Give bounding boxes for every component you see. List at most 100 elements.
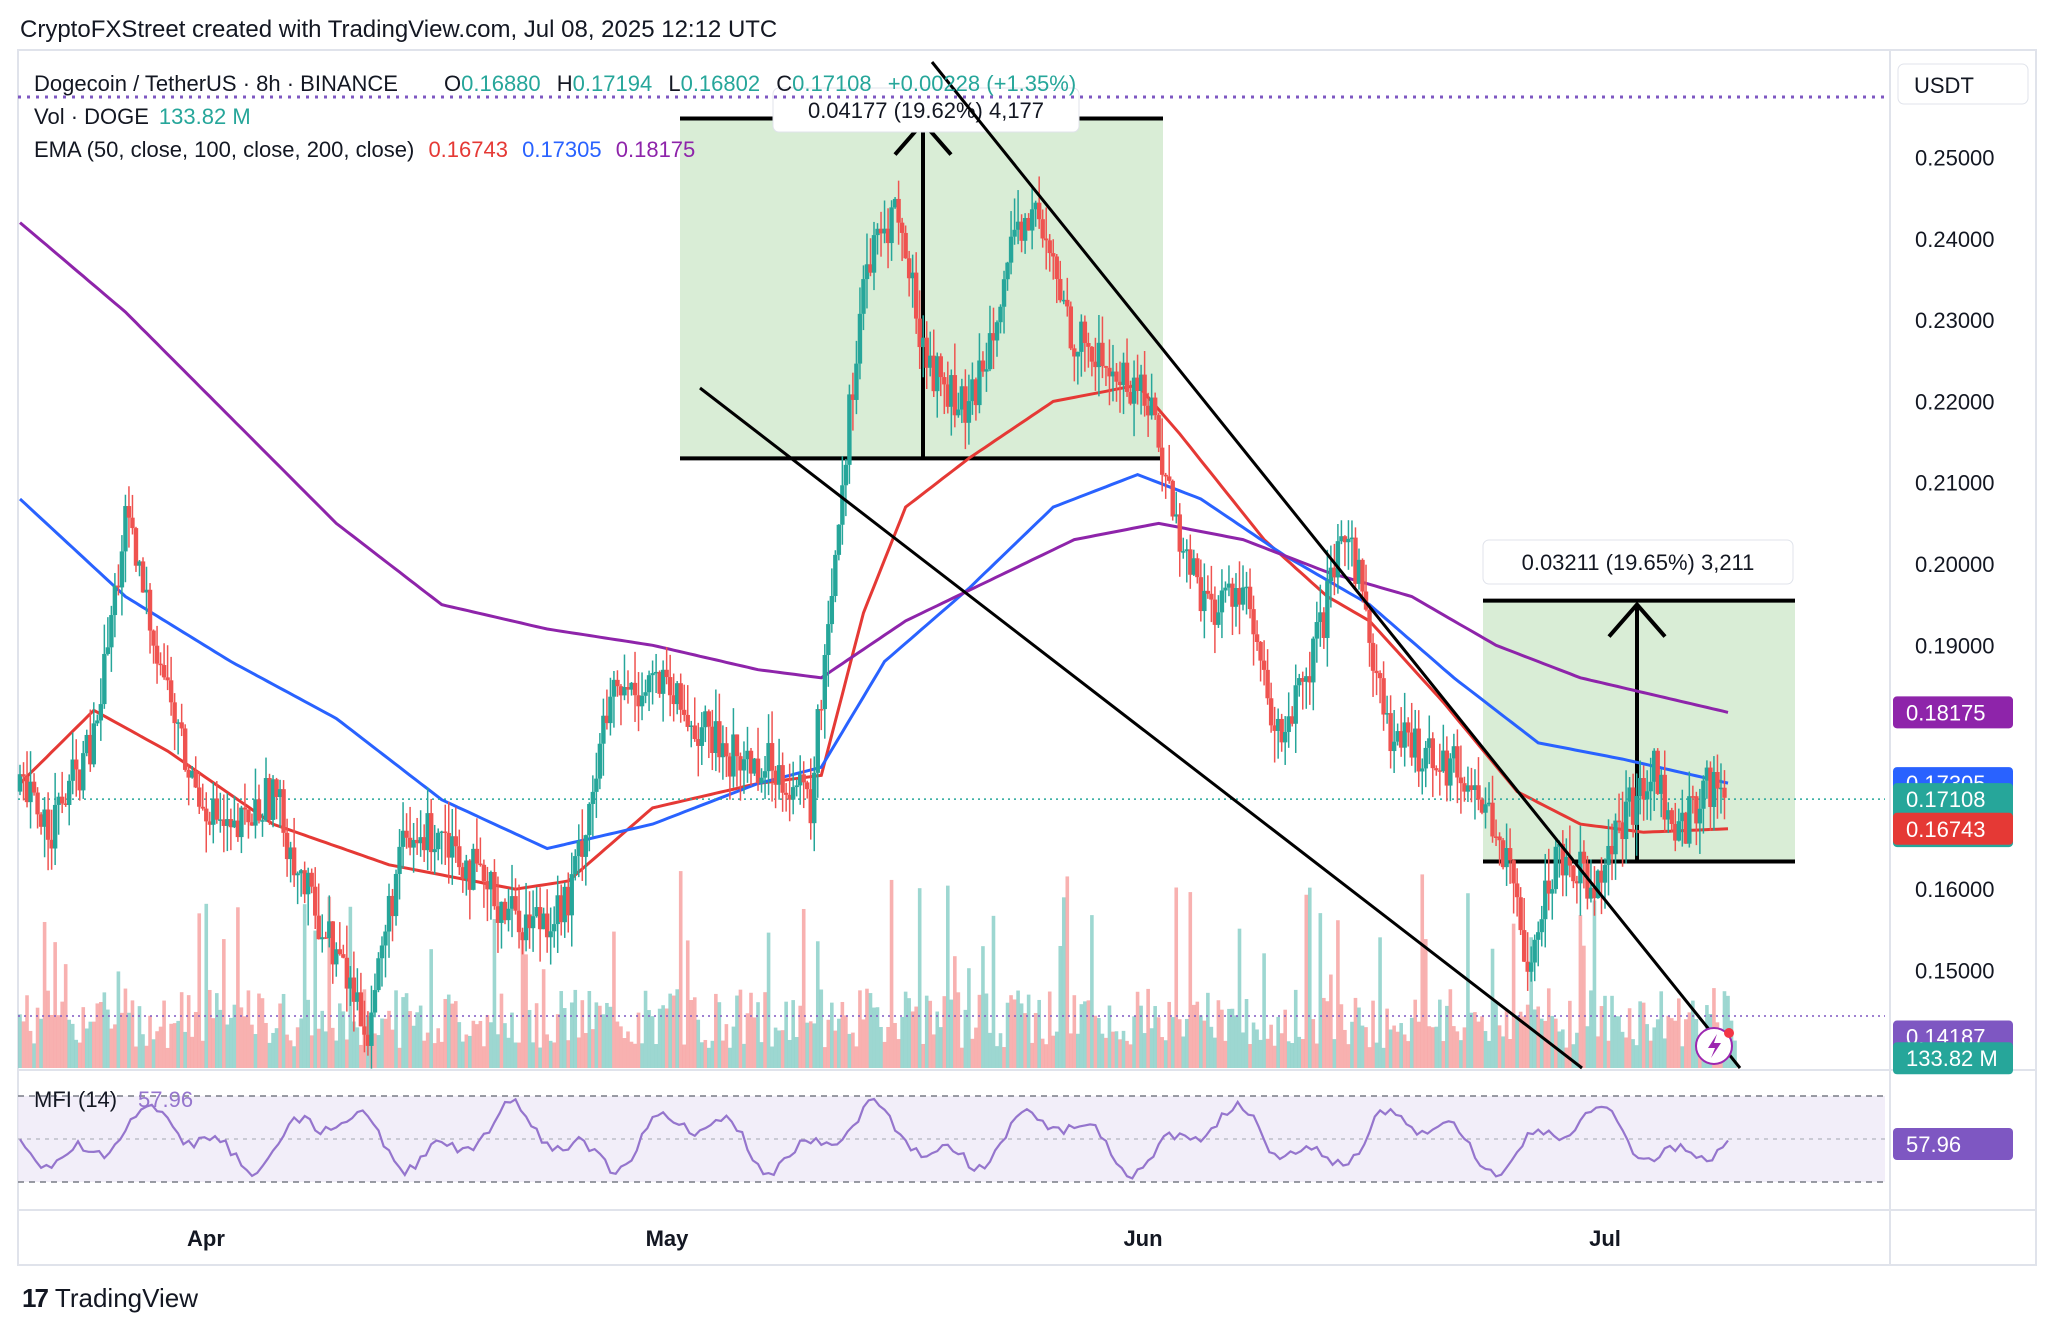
volume-bar (1072, 995, 1077, 1068)
price-tag-label: 57.96 (1906, 1132, 1961, 1157)
volume-bar (745, 1013, 750, 1068)
volume-bar (580, 1000, 585, 1068)
candle-body (1486, 802, 1492, 805)
volume-bar (1114, 1031, 1119, 1068)
volume-bar (1146, 988, 1150, 1068)
candle-body (1536, 932, 1541, 940)
volume-bar (1195, 1001, 1200, 1068)
volume-bar (830, 1002, 834, 1068)
candle-body (24, 776, 30, 803)
volume-bar (1248, 1044, 1252, 1068)
volume-bar (1086, 1000, 1091, 1068)
legend-volume[interactable]: Vol · DOGE 133.82 M (34, 104, 251, 129)
candle-body (966, 401, 972, 423)
candle-body (569, 874, 574, 916)
volume-bar (1483, 1031, 1488, 1068)
candle-body (583, 835, 589, 857)
candle-body (1022, 217, 1028, 241)
volume-bar (1272, 1045, 1277, 1068)
candle-body (822, 655, 827, 710)
candle-body (126, 506, 132, 518)
volume-bar (770, 1046, 774, 1068)
candle-body (116, 585, 121, 588)
legend-symbol[interactable]: Dogecoin / TetherUS · 8h · BINANCE (34, 71, 398, 96)
candle-body (541, 913, 546, 930)
candle-body (235, 820, 241, 838)
volume-bar (299, 1018, 303, 1068)
candle-body (850, 394, 856, 400)
currency-button[interactable] (1897, 63, 2029, 105)
time-axis-label: Apr (187, 1226, 225, 1251)
candle-body (95, 720, 100, 724)
volume-bar (141, 1034, 145, 1068)
volume-bar (380, 1018, 384, 1068)
measure-label-box (1482, 539, 1794, 585)
volume-bar (661, 1005, 665, 1068)
volume-bar (970, 1038, 975, 1068)
volume-bar (963, 1009, 968, 1068)
candle-body (38, 814, 44, 827)
candle-body (819, 709, 824, 711)
candle-body (274, 779, 279, 798)
volume-bar (218, 1009, 223, 1068)
volume-bar (612, 931, 616, 1068)
candle-body (509, 896, 515, 909)
candle-body (221, 819, 227, 826)
candle-body (151, 630, 156, 646)
volume-bar (773, 1027, 778, 1068)
volume-bar (162, 1000, 166, 1068)
candle-body (337, 949, 343, 955)
candle-body (1008, 236, 1014, 263)
candle-body (773, 770, 778, 785)
candle-body (197, 787, 202, 807)
volume-bar (1339, 1004, 1344, 1068)
candle-body (899, 222, 905, 233)
candle-body (1441, 750, 1446, 772)
candle-body (1525, 961, 1530, 972)
candle-body (875, 228, 880, 236)
lightning-icon[interactable] (1695, 1027, 1734, 1065)
candle-body (942, 377, 947, 385)
candle-body (597, 743, 603, 779)
candle-body (175, 722, 181, 724)
volume-bar (186, 995, 191, 1068)
volume-bar (921, 1043, 926, 1068)
volume-bar (88, 1021, 93, 1068)
volume-bar (1149, 1028, 1154, 1068)
candle-body (467, 860, 473, 890)
measure-arrow-head (1607, 601, 1667, 638)
volume-bar (513, 1042, 518, 1068)
volume-bar (1304, 894, 1309, 1068)
volume-bar (485, 1015, 490, 1068)
legend-ema[interactable]: EMA (50, close, 100, close, 200, close) … (34, 137, 695, 162)
candle-body (650, 673, 655, 676)
candle-body (28, 781, 33, 803)
volume-bar (682, 1044, 687, 1068)
candle-body (991, 333, 996, 341)
volume-bar (1076, 1033, 1080, 1068)
candle-body (1356, 559, 1362, 584)
volume-bar (1251, 1022, 1256, 1068)
candle-body (1300, 678, 1305, 682)
tradingview-logo[interactable]: 17 TradingView (22, 1283, 198, 1314)
volume-bar (510, 1012, 514, 1068)
candle-body (692, 725, 697, 740)
volume-bar (225, 1024, 230, 1068)
price-tags: 0.181750.173050.1710803:47:180.167430.14… (1893, 696, 2013, 1160)
candle-body (1163, 474, 1168, 477)
volume-bar (1012, 999, 1017, 1068)
candle-body (537, 907, 543, 930)
volume-bar (1568, 1000, 1572, 1068)
volume-bar (1624, 1037, 1628, 1068)
candle-body (629, 682, 634, 690)
candle-body (632, 682, 638, 696)
candle-body (970, 379, 975, 402)
volume-bar (953, 956, 957, 1068)
volume-bar (468, 1035, 472, 1068)
volume-bar (1230, 1008, 1235, 1068)
candle-body (253, 799, 258, 826)
volume-bar (84, 1028, 89, 1068)
candle-body (154, 645, 160, 664)
candle-body (137, 561, 142, 566)
